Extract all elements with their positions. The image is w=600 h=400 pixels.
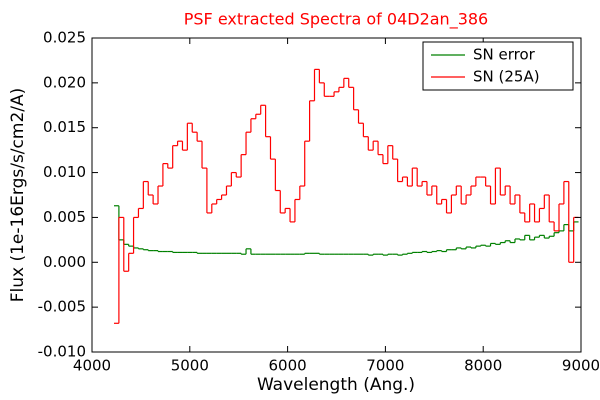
legend-box [422, 41, 574, 91]
y-tick-label: 0.015 [43, 118, 86, 136]
legend-label: SN error [473, 46, 536, 64]
x-tick-label: 7000 [366, 357, 404, 375]
x-tick-label: 4000 [73, 357, 111, 375]
y-tick-label: -0.005 [38, 298, 86, 316]
y-tick-label: 0.020 [43, 73, 86, 91]
x-tick-label: 9000 [562, 357, 600, 375]
x-tick-label: 8000 [464, 357, 502, 375]
y-axis-label: Flux (1e-16Ergs/s/cm2/A) [8, 88, 28, 303]
x-tick-label: 6000 [269, 357, 307, 375]
legend-label: SN (25A) [473, 68, 540, 86]
x-tick-label: 5000 [171, 357, 209, 375]
chart-title: PSF extracted Spectra of 04D2an_386 [184, 10, 488, 30]
y-tick-label: -0.010 [38, 343, 86, 361]
y-tick-label: 0.000 [43, 253, 86, 271]
y-tick-label: 0.005 [43, 208, 86, 226]
x-axis-label: Wavelength (Ang.) [257, 375, 415, 395]
y-tick-label: 0.010 [43, 163, 86, 181]
y-tick-label: 0.025 [43, 29, 86, 47]
plot-frame [91, 37, 582, 353]
